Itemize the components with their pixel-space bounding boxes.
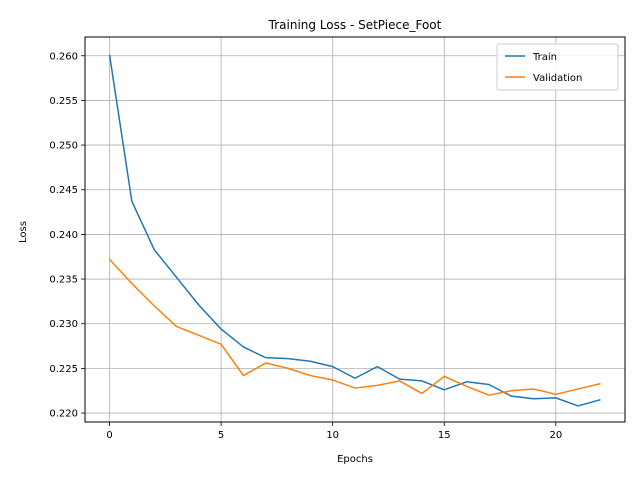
legend-box	[496, 43, 619, 91]
chart-title: Training Loss - SetPiece_Foot	[268, 18, 442, 32]
y-tick-label: 0.255	[49, 96, 78, 107]
y-tick-label: 0.260	[49, 51, 78, 62]
y-axis-label: Loss	[18, 221, 29, 243]
x-axis-label: Epochs	[337, 454, 373, 465]
series-lines	[108, 54, 601, 407]
plot-frame	[84, 36, 626, 423]
x-tick-label: 15	[438, 430, 451, 441]
x-tick-label: 0	[106, 430, 112, 441]
y-tick-label: 0.240	[49, 230, 78, 241]
y-tick-label: 0.220	[49, 409, 78, 420]
legend: Train Validation	[496, 43, 619, 91]
axis-ticks: 0 5 10 15 20 0.220 0.225 0.230 0.235 0.240 0.245 0.…	[49, 51, 562, 441]
y-tick-label: 0.230	[49, 319, 78, 330]
y-tick-label: 0.225	[49, 364, 78, 375]
x-tick-label: 20	[549, 430, 562, 441]
y-tick-label: 0.245	[49, 185, 78, 196]
legend-label-validation: Validation	[533, 73, 582, 84]
x-tick-label: 10	[326, 430, 339, 441]
y-tick-label: 0.250	[49, 141, 78, 152]
y-tick-label: 0.235	[49, 275, 78, 286]
legend-label-train: Train	[532, 52, 557, 63]
grid-lines	[85, 37, 625, 422]
x-tick-label: 5	[218, 430, 224, 441]
